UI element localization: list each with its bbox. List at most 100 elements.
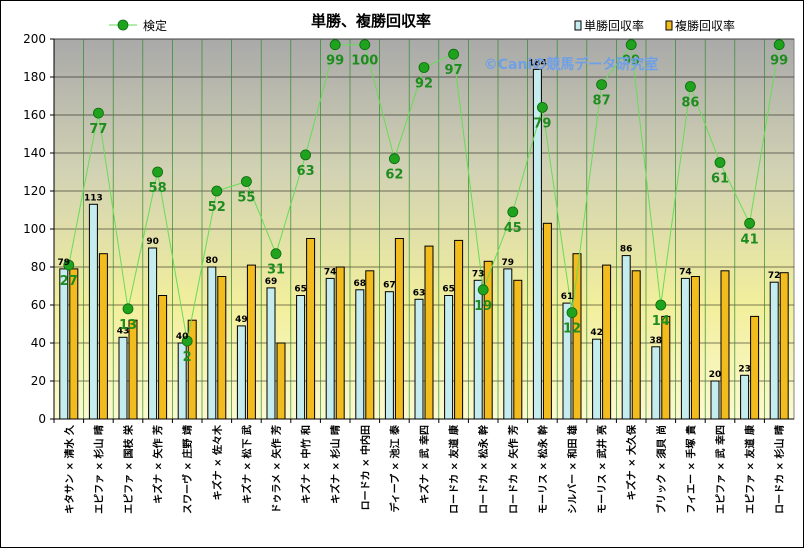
bar-tansho (148, 247, 158, 420)
kentei-point (773, 39, 785, 51)
category-label: ドゥラメ × 矢作 芳 (270, 425, 283, 514)
kentei-value-label: 52 (208, 200, 226, 215)
kentei-point (596, 79, 607, 90)
y-tick-label: 40 (31, 336, 46, 350)
bar-tansho (207, 266, 217, 420)
tansho-value-label: 79 (58, 258, 71, 268)
kentei-value-label: 31 (267, 263, 285, 278)
kentei-value-label: 41 (741, 232, 759, 247)
bar-tansho (414, 298, 424, 420)
y-tick-label: 180 (23, 70, 46, 84)
kentei-point (537, 102, 548, 113)
category-label: ロードカ × 杉山 晴 (773, 425, 786, 514)
kentei-value-label: 86 (681, 96, 699, 111)
kentei-point (181, 335, 193, 347)
category-label: ロードカ × 中内田 (359, 425, 372, 510)
category-label: エピファ × 国枝 栄 (122, 424, 135, 514)
bar-fukusho (602, 264, 612, 420)
kentei-value-label: 58 (149, 181, 167, 196)
kentei-point (240, 176, 252, 187)
bar-fukusho (187, 319, 197, 420)
bar-fukusho (424, 245, 434, 420)
tansho-value-label: 69 (265, 277, 278, 287)
y-tick-label: 140 (23, 146, 46, 160)
category-label: スワーヴ × 庄野 靖 (181, 425, 194, 514)
kentei-point (270, 248, 282, 260)
kentei-value-label: 92 (415, 77, 433, 92)
category-label: キズナ × 佐々木 (211, 424, 224, 500)
kentei-point (122, 303, 134, 315)
bar-tansho (355, 289, 365, 420)
kentei-point (211, 185, 223, 197)
watermark-text: ©Caniの競馬データ研究室 (484, 56, 659, 73)
tansho-value-label: 65 (294, 285, 307, 295)
tansho-value-label: 86 (620, 245, 633, 255)
kentei-value-label: 99 (770, 54, 788, 69)
y-tick-label: 120 (23, 184, 46, 198)
tansho-value-label: 65 (442, 285, 455, 295)
bar-tansho (740, 374, 750, 420)
kentei-point (93, 107, 104, 119)
bar-fukusho (98, 253, 108, 420)
bar-fukusho (631, 270, 641, 420)
y-tick-label: 100 (23, 222, 46, 236)
category-label: エピファ × 武 幸四 (714, 425, 727, 514)
bar-fukusho (69, 268, 79, 420)
tansho-value-label: 73 (472, 269, 485, 279)
tansho-value-label: 80 (206, 256, 219, 266)
bar-fukusho (542, 222, 552, 420)
tansho-value-label: 20 (709, 370, 722, 380)
y-tick-label: 80 (31, 260, 46, 274)
tansho-value-label: 72 (768, 271, 781, 281)
tansho-value-label: 67 (383, 281, 396, 291)
tansho-value-label: 49 (235, 315, 248, 325)
tansho-value-label: 74 (679, 267, 692, 277)
tansho-value-label: 23 (738, 364, 751, 374)
legend-kentei-marker (117, 19, 129, 31)
kentei-value-label: 19 (474, 299, 492, 314)
y-tick-label: 200 (23, 32, 46, 46)
kentei-value-label: 61 (711, 172, 729, 187)
kentei-value-label: 79 (533, 116, 551, 131)
tansho-value-label: 74 (324, 267, 337, 277)
kentei-value-label: 77 (89, 122, 107, 137)
y-tick-label: 0 (38, 412, 46, 426)
bar-tansho (621, 255, 631, 420)
bar-fukusho (394, 238, 404, 420)
kentei-point (507, 206, 519, 218)
bar-tansho (710, 380, 720, 420)
category-label: ブリック × 須貝 尚 (655, 425, 668, 514)
legend-fukusho-swatch (665, 20, 673, 31)
kentei-value-label: 45 (504, 221, 522, 236)
category-label: キズナ × 中竹 和 (300, 425, 313, 504)
bar-tansho (296, 295, 306, 420)
category-label: キズナ × 杉山 晴 (329, 425, 342, 504)
category-label: エピファ × 友道 康 (744, 424, 757, 514)
kentei-point (566, 307, 578, 319)
category-label: ディープ × 池江 泰 (388, 424, 401, 513)
kentei-value-label: 2 (183, 350, 192, 365)
kentei-point (625, 39, 637, 51)
category-label: シルバー × 和田 雄 (566, 425, 579, 514)
bar-tansho (680, 277, 690, 420)
bar-tansho (503, 268, 513, 420)
kentei-value-label: 87 (593, 94, 611, 109)
y-tick-label: 60 (31, 298, 46, 312)
kentei-point (655, 299, 667, 311)
kentei-value-label: 63 (297, 164, 315, 179)
kentei-value-label: 55 (237, 191, 255, 206)
bar-tansho (769, 281, 779, 420)
bar-fukusho (513, 279, 523, 420)
kentei-value-label: 12 (563, 322, 581, 337)
bar-fukusho (365, 270, 375, 420)
kentei-value-label: 97 (445, 63, 463, 78)
kentei-value-label: 13 (119, 318, 137, 333)
bar-fukusho (661, 315, 671, 420)
bar-fukusho (246, 264, 256, 420)
kentei-point (685, 81, 696, 92)
legend-fukusho-label: 複勝回収率 (675, 18, 735, 33)
tansho-value-label: 43 (117, 326, 130, 336)
bar-tansho (384, 291, 394, 420)
